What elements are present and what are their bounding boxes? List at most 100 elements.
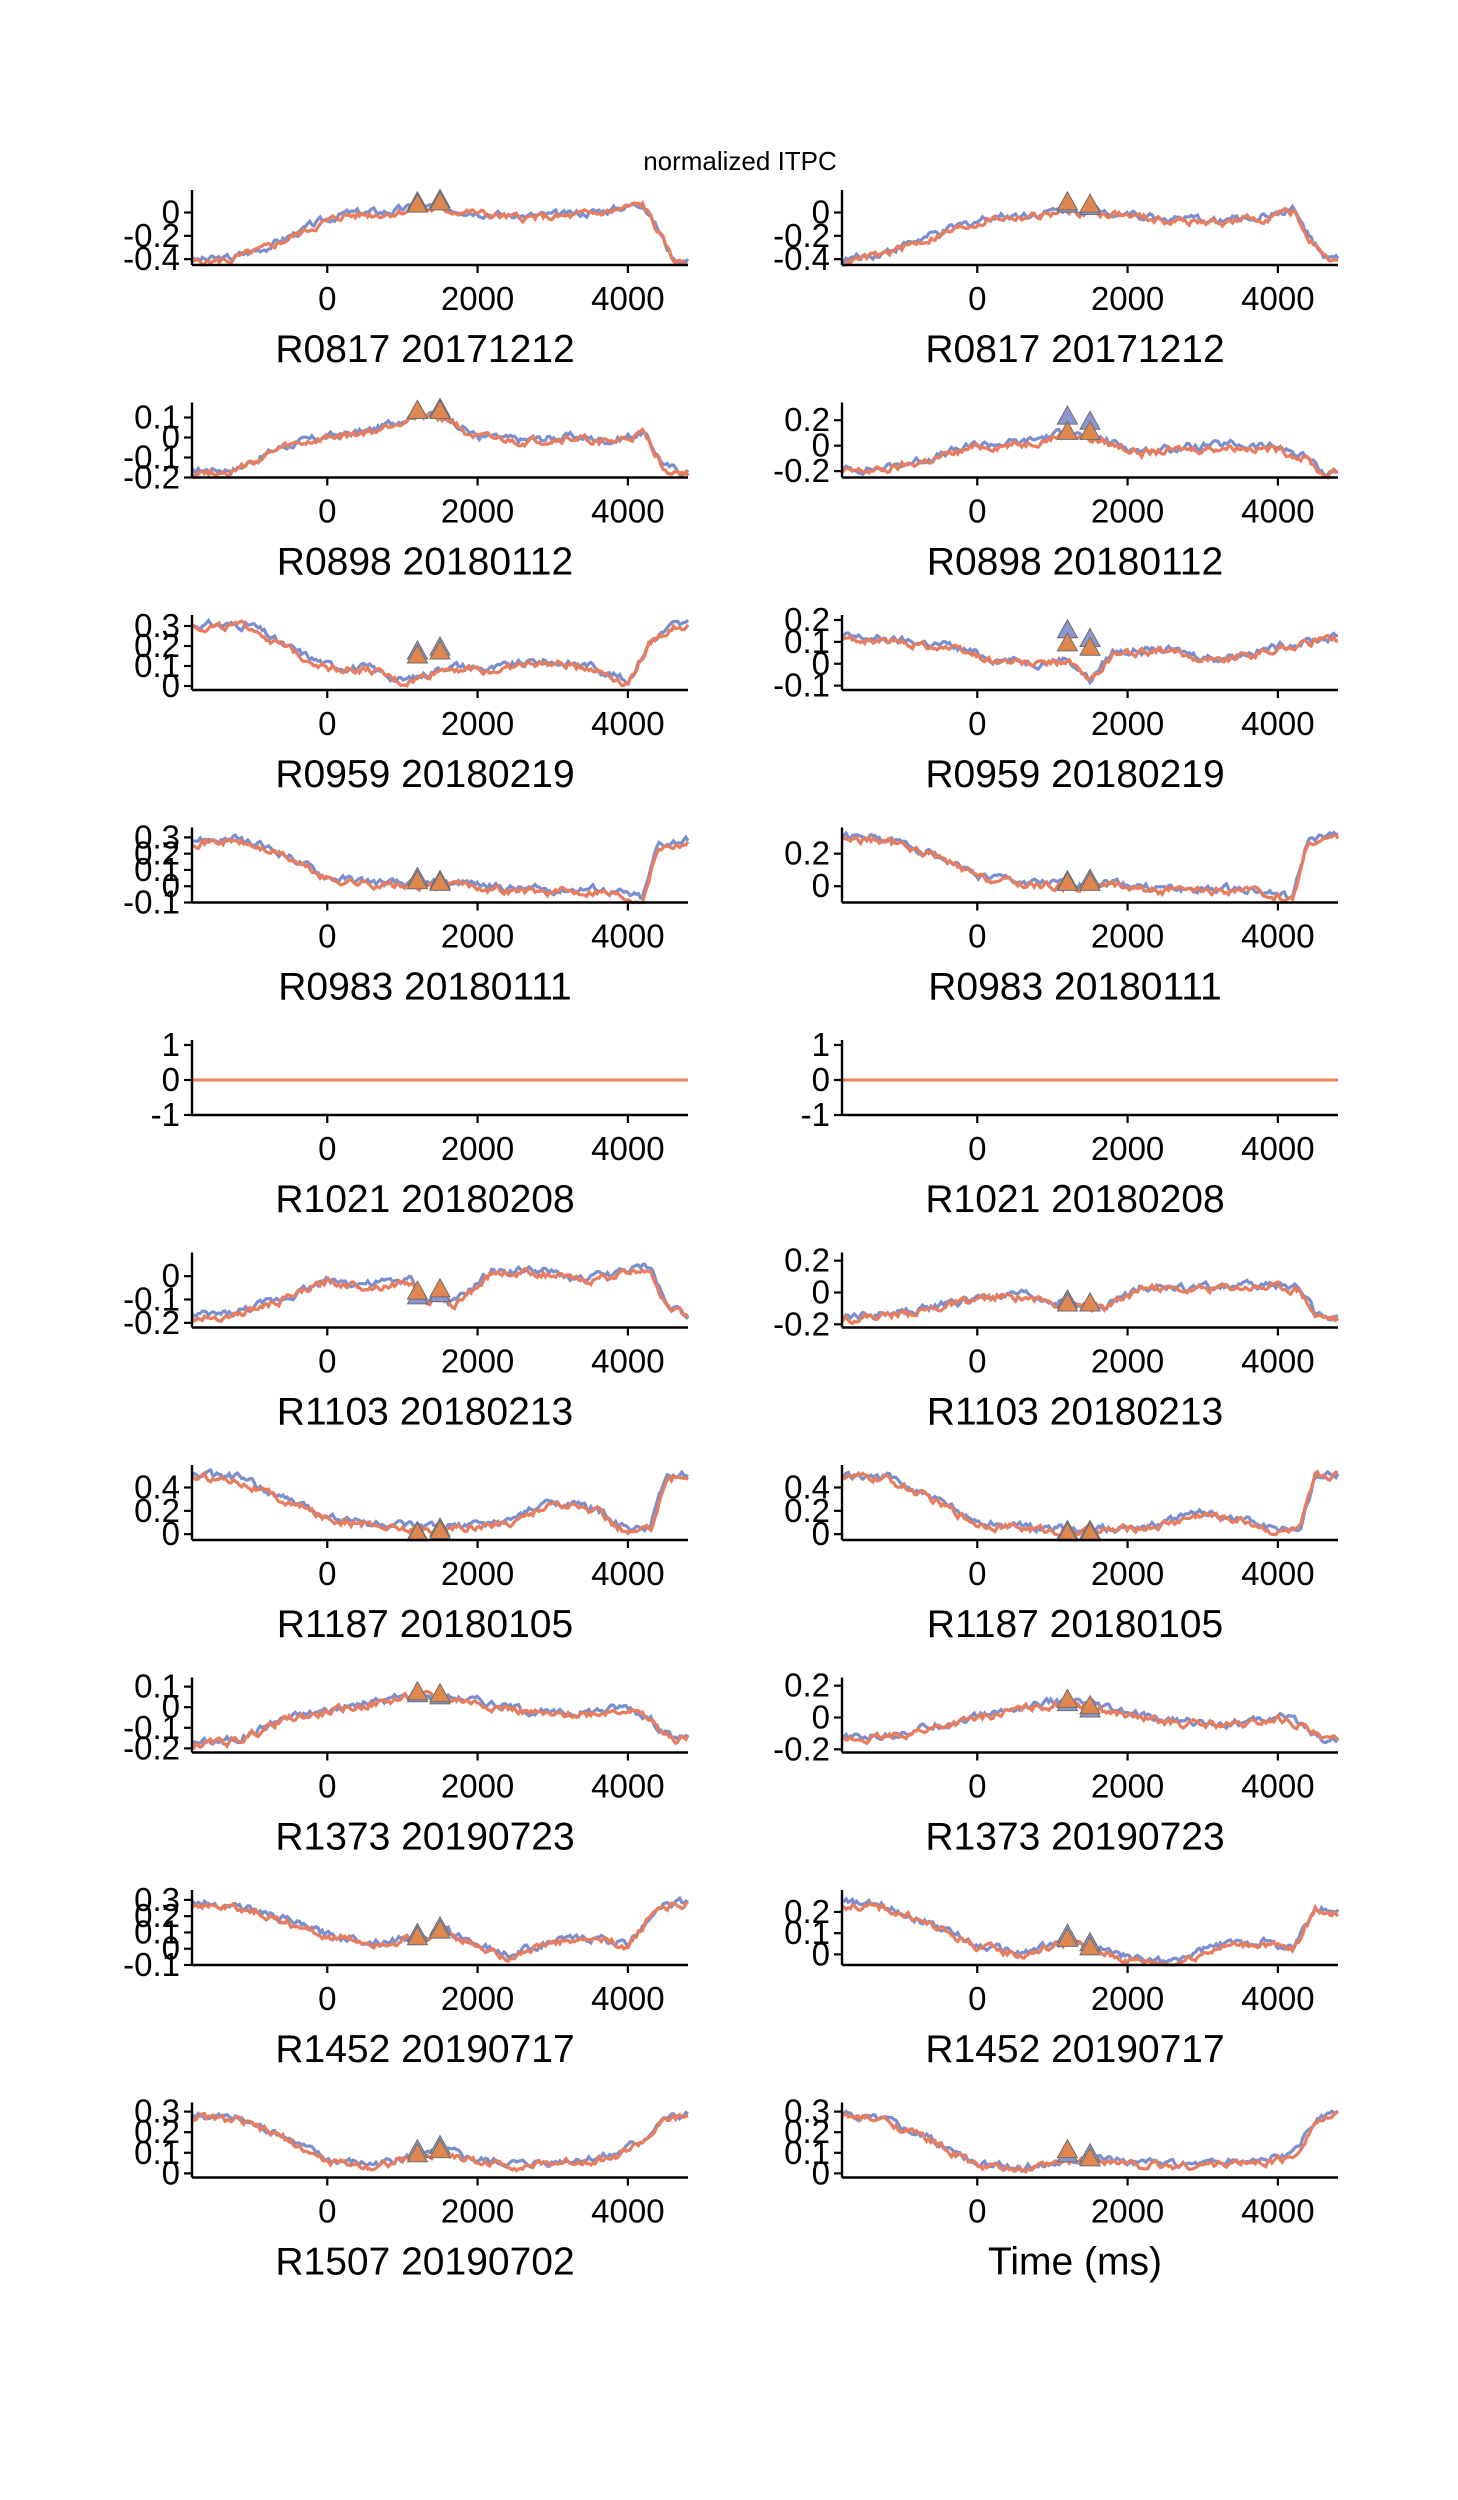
y-tick-label: -1 — [151, 1096, 180, 1133]
y-tick-label: -0.2 — [123, 459, 180, 496]
panel-label: R1373 20190723 — [275, 1816, 574, 1859]
marker-series-b — [1079, 1694, 1101, 1715]
x-tick-label: 2000 — [441, 1980, 514, 2017]
x-tick-label: 4000 — [591, 1980, 664, 2017]
marker-series-b — [1079, 1292, 1101, 1312]
x-tick-label: 4000 — [591, 918, 664, 955]
x-tick-label: 0 — [968, 705, 986, 742]
x-tick-label: 4000 — [1241, 1343, 1314, 1380]
y-tick-label: 0.1 — [134, 647, 180, 684]
x-tick-label: 0 — [968, 1768, 986, 1805]
x-tick-label: 2000 — [1091, 1980, 1164, 2017]
x-tick-label: 4000 — [1241, 918, 1314, 955]
panel-label: R1452 20190717 — [275, 2028, 574, 2071]
marker-series-b — [429, 1682, 451, 1703]
x-tick-label: 4000 — [1241, 705, 1314, 742]
y-tick-label: 0.2 — [134, 835, 180, 872]
marker-series-b — [406, 869, 429, 890]
y-tick-label: 0 — [162, 1688, 180, 1725]
marker-series-b — [429, 1919, 451, 1939]
marker-series-b — [429, 2138, 451, 2159]
x-tick-label: 0 — [318, 1555, 336, 1592]
x-tick-label: 4000 — [1241, 280, 1314, 317]
panel-label: R0959 20180219 — [275, 753, 574, 796]
y-tick-label: -0.2 — [123, 1729, 180, 1766]
x-tick-label: 2000 — [441, 1130, 514, 1167]
y-tick-label: -0.1 — [123, 439, 180, 476]
y-tick-label: 0.3 — [134, 607, 180, 644]
y-tick-label: 0 — [162, 419, 180, 456]
marker-series-b — [406, 1680, 429, 1701]
marker-series-b — [1056, 190, 1079, 211]
y-tick-label: 0.2 — [784, 835, 830, 872]
y-tick-label: 0.1 — [784, 2134, 830, 2171]
marker-series-b — [429, 1277, 451, 1298]
x-tick-label: 4000 — [591, 2193, 664, 2230]
x-tick-label: 0 — [318, 1130, 336, 1167]
y-tick-label: 0.4 — [134, 1469, 180, 1506]
x-tick-label: 2000 — [441, 705, 514, 742]
y-tick-label: 1 — [812, 1026, 830, 1063]
x-tick-label: 0 — [968, 280, 986, 317]
panel-label: R1507 20190702 — [275, 2241, 574, 2284]
x-tick-label: 0 — [968, 493, 986, 530]
x-tick-label: 4000 — [1241, 1555, 1314, 1592]
x-tick-label: 2000 — [441, 1768, 514, 1805]
panel-label: R1373 20190723 — [925, 1816, 1224, 1859]
x-tick-label: 4000 — [1241, 2193, 1314, 2230]
y-tick-label: -0.2 — [773, 452, 830, 489]
x-tick-label: 0 — [318, 1980, 336, 2017]
x-tick-label: 0 — [318, 493, 336, 530]
x-tick-label: 4000 — [1241, 1768, 1314, 1805]
x-tick-label: 2000 — [1091, 918, 1164, 955]
y-tick-label: 0.3 — [134, 2093, 180, 2130]
x-tick-label: 0 — [318, 1343, 336, 1380]
x-tick-label: 2000 — [1091, 1343, 1164, 1380]
y-tick-label: 0 — [812, 1935, 830, 1972]
series-b-line — [191, 619, 690, 688]
panel-label: R0817 20171212 — [925, 328, 1224, 371]
x-tick-label: 2000 — [441, 2193, 514, 2230]
y-tick-label: 0 — [162, 1930, 180, 1967]
x-tick-label: 4000 — [591, 280, 664, 317]
marker-series-b — [429, 1519, 451, 1539]
marker-series-b — [429, 639, 451, 660]
y-tick-label: 0 — [812, 427, 830, 464]
marker-series-b — [1079, 636, 1101, 656]
y-tick-label: 0.3 — [134, 818, 180, 855]
x-tick-label: 4000 — [591, 1343, 664, 1380]
panel-label: R1452 20190717 — [925, 2028, 1224, 2071]
y-tick-label: 0 — [812, 2154, 830, 2191]
marker-series-b — [1079, 193, 1101, 213]
y-tick-label: 0.1 — [134, 1668, 180, 1705]
series-b-line — [840, 432, 1338, 480]
panel-label: R1187 20180105 — [927, 1603, 1223, 1646]
marker-series-b — [1079, 420, 1101, 440]
marker-series-b — [1079, 2146, 1101, 2167]
y-tick-label: 0 — [162, 1515, 180, 1552]
x-tick-label: 2000 — [441, 918, 514, 955]
marker-series-b — [1079, 871, 1101, 891]
marker-series-b — [1079, 1935, 1101, 1956]
y-tick-label: 0.1 — [784, 623, 830, 660]
panel-label: R1021 20180208 — [275, 1178, 574, 1221]
y-tick-label: 0.2 — [784, 1492, 830, 1529]
marker-series-b — [406, 643, 429, 664]
panel-label: R1021 20180208 — [925, 1178, 1224, 1221]
series-b-line — [190, 410, 690, 479]
y-tick-label: 0.2 — [784, 1242, 830, 1279]
panel-label: R0983 20180111 — [278, 966, 572, 1009]
y-tick-label: 0 — [812, 1061, 830, 1098]
x-tick-label: 0 — [968, 1555, 986, 1592]
